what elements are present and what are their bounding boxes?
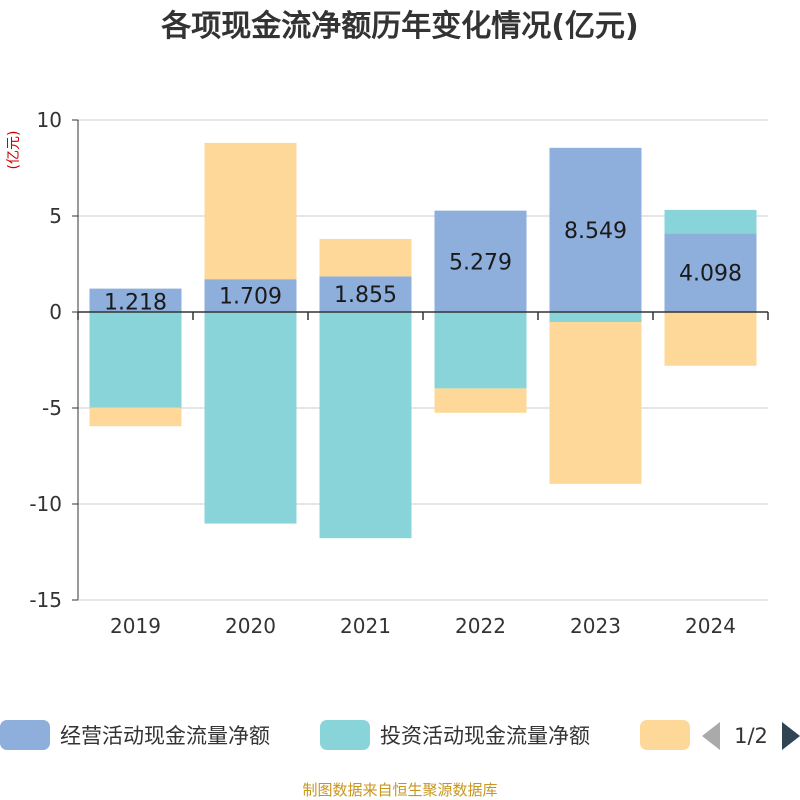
bar-2022-series-0[interactable] xyxy=(434,210,527,312)
bar-2020-series-0[interactable] xyxy=(204,279,297,312)
y-tick-label: -5 xyxy=(42,396,62,420)
x-tick-label-2024: 2024 xyxy=(685,614,736,638)
data-label-2019: 1.218 xyxy=(104,290,167,315)
x-tick-label-2021: 2021 xyxy=(340,614,391,638)
legend-swatch xyxy=(640,720,690,750)
bar-2023-series-2[interactable] xyxy=(549,321,642,484)
y-axis-unit-label: (亿元) xyxy=(6,131,22,170)
x-tick-label-2023: 2023 xyxy=(570,614,621,638)
bar-2024-series-1[interactable] xyxy=(664,209,757,234)
legend-prev-page-icon[interactable] xyxy=(702,722,720,750)
source-note: 制图数据来自恒生聚源数据库 xyxy=(302,781,497,799)
x-tick-label-2019: 2019 xyxy=(110,614,161,638)
bar-2022-series-2[interactable] xyxy=(434,388,527,413)
x-tick-label-2022: 2022 xyxy=(455,614,506,638)
chart-title: 各项现金流净额历年变化情况(亿元) xyxy=(160,9,638,44)
bars xyxy=(89,142,757,539)
bar-2024-series-0[interactable] xyxy=(664,233,757,312)
legend-label: 投资活动现金流量净额 xyxy=(380,724,590,748)
data-label-2024: 4.098 xyxy=(679,262,742,287)
y-tick-label: 0 xyxy=(49,300,62,324)
legend-next-page-icon[interactable] xyxy=(782,722,800,750)
bar-2024-series-2[interactable] xyxy=(664,312,757,366)
y-tick-label: 5 xyxy=(49,204,62,228)
legend-item-series-1[interactable]: 投资活动现金流量净额 xyxy=(320,720,590,750)
bar-2019-series-0[interactable] xyxy=(89,288,182,312)
bar-2020-series-2[interactable] xyxy=(204,142,297,280)
bar-2022-series-1[interactable] xyxy=(434,312,527,389)
y-tick-label: 10 xyxy=(37,108,62,132)
legend-label: 经营活动现金流量净额 xyxy=(60,724,270,748)
bar-2019-series-1[interactable] xyxy=(89,312,182,408)
legend-page-indicator: 1/2 xyxy=(734,724,768,748)
legend: 经营活动现金流量净额 投资活动现金流量净额 1/2 xyxy=(0,720,800,750)
bar-2023-series-1[interactable] xyxy=(549,312,642,322)
data-label-2022: 5.279 xyxy=(449,250,512,275)
y-tick-label: -10 xyxy=(29,492,62,516)
legend-swatch xyxy=(0,720,50,750)
bar-2019-series-2[interactable] xyxy=(89,407,182,427)
legend-item-series-0[interactable]: 经营活动现金流量净额 xyxy=(0,720,270,750)
bar-2021-series-0[interactable] xyxy=(319,276,412,312)
data-label-2021: 1.855 xyxy=(334,283,397,308)
legend-item-series-2[interactable] xyxy=(640,720,690,750)
data-label-2020: 1.709 xyxy=(219,285,282,310)
axes: 10 5 0 -5 -10 -15 2019 2020 2021 2022 2023 2024 xyxy=(29,108,769,638)
data-labels: 1.218 1.709 1.855 5.279 8.549 4.098 xyxy=(104,219,742,315)
legend-swatch xyxy=(320,720,370,750)
bar-2020-series-1[interactable] xyxy=(204,312,297,524)
bar-2021-series-1[interactable] xyxy=(319,312,412,539)
y-tick-label: -15 xyxy=(29,588,62,612)
bar-2021-series-2[interactable] xyxy=(319,238,412,277)
x-tick-label-2020: 2020 xyxy=(225,614,276,638)
data-label-2023: 8.549 xyxy=(564,219,627,244)
bar-2023-series-0[interactable] xyxy=(549,147,642,312)
